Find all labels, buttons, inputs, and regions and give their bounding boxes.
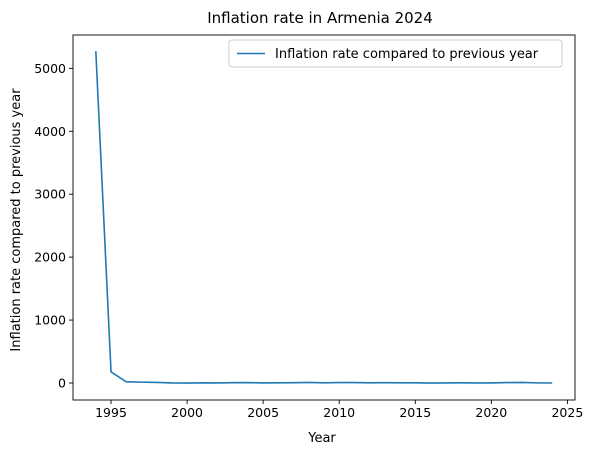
plot-frame [72, 34, 576, 401]
y-tick-label: 2000 [34, 250, 66, 265]
x-tick-label: 1995 [95, 405, 127, 420]
legend-label: Inflation rate compared to previous year [275, 47, 539, 62]
x-axis-label: Year [307, 431, 336, 446]
x-tick-label: 2025 [551, 405, 583, 420]
x-tick-label: 2010 [323, 405, 355, 420]
plot-area [72, 34, 576, 401]
x-tick-label: 2015 [399, 405, 431, 420]
y-tick-label: 5000 [34, 61, 66, 76]
x-tick-label: 2005 [247, 405, 279, 420]
y-tick-label: 4000 [34, 124, 66, 139]
series-line-0 [95, 51, 553, 384]
y-axis: 0 1000 2000 3000 4000 5000 [34, 61, 73, 391]
y-tick-label: 1000 [34, 313, 66, 328]
legend: Inflation rate compared to previous year [228, 39, 563, 68]
x-axis: 1995 2000 2005 2010 2015 2020 2025 [95, 400, 583, 420]
y-tick-label: 3000 [34, 187, 66, 202]
x-tick-label: 2020 [475, 405, 507, 420]
y-tick-label: 0 [58, 376, 66, 391]
legend-box [228, 39, 563, 68]
x-tick-label: 2000 [171, 405, 203, 420]
chart-title: Inflation rate in Armenia 2024 [207, 9, 433, 27]
y-axis-label: Inflation rate compared to previous year [9, 88, 24, 352]
